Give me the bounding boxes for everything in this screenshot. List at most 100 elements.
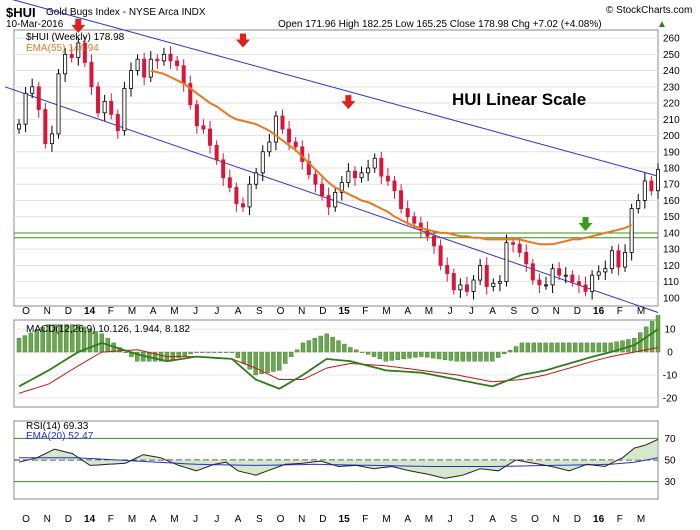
candle-body [438, 245, 443, 266]
candle-body [115, 114, 120, 132]
chart-date: 10-Mar-2016 [6, 19, 64, 30]
macd-tick-label: 0 [667, 348, 673, 359]
price-tick-label: 240 [663, 66, 680, 77]
macd-histogram-bar [365, 351, 371, 355]
candle-body [590, 274, 595, 292]
macd-histogram-bar [531, 342, 536, 353]
candle-body [102, 101, 107, 114]
candle-body [616, 250, 621, 268]
x-axis-label-top: F [362, 306, 368, 317]
macd-histogram-bar [70, 324, 75, 353]
channel-lower-line [4, 86, 659, 313]
candle-body [36, 86, 41, 110]
candle-body [544, 284, 549, 287]
candle-body [352, 170, 357, 179]
candle-body [524, 252, 529, 265]
macd-histogram-bar [241, 351, 247, 364]
macd-histogram-bar [217, 351, 223, 353]
x-axis-label-bottom: 16 [593, 514, 605, 525]
rsi-tick-label: 50 [664, 456, 676, 467]
macd-histogram-bar [93, 331, 99, 353]
macd-histogram-bar [170, 351, 176, 360]
ema55-legend: EMA(55) 144.94 [26, 43, 99, 54]
macd-histogram-bar [182, 351, 187, 356]
candle-body [497, 281, 502, 284]
macd-histogram-bar [28, 332, 34, 353]
candle-body [293, 141, 298, 148]
macd-histogram-bar [318, 335, 323, 353]
chart-name: Gold Bugs Index - NYSE Arca INDX [46, 7, 206, 18]
candle-body [563, 274, 568, 277]
macd-histogram-bar [655, 315, 661, 353]
price-tick-label: 160 [663, 196, 680, 207]
macd-histogram-bar [454, 351, 460, 362]
x-axis-label-top: D [319, 306, 326, 317]
macd-histogram-bar [389, 351, 394, 361]
macd-histogram-bar [442, 351, 448, 360]
candle-body [63, 53, 68, 75]
x-axis-label-bottom: N [44, 514, 51, 525]
candle-body [201, 125, 206, 130]
candle-body [366, 167, 371, 174]
candle-body [458, 284, 463, 291]
macd-histogram-bar [419, 351, 424, 357]
macd-tick-label: 10 [664, 325, 676, 336]
macd-histogram-bar [34, 329, 39, 353]
candle-body [135, 58, 140, 71]
macd-histogram-bar [466, 351, 471, 362]
x-axis-label-top: M [637, 306, 645, 317]
macd-histogram-bar [377, 351, 383, 360]
macd-histogram-bar [259, 351, 264, 375]
candle-body [451, 273, 456, 291]
price-tick-label: 120 [663, 261, 680, 272]
macd-histogram-bar [537, 342, 542, 353]
macd-histogram-bar [602, 342, 607, 353]
macd-histogram-bar [501, 351, 507, 355]
x-axis-label-top: F [108, 306, 114, 317]
price-tick-label: 200 [663, 131, 680, 142]
macd-histogram-bar [306, 340, 312, 353]
macd-histogram-bar [584, 342, 590, 353]
rsi-tick-label: 70 [664, 434, 676, 445]
candle-body [550, 268, 555, 286]
x-axis-label-top: 16 [593, 306, 605, 317]
candle-body [504, 242, 509, 283]
macd-histogram-bar [336, 340, 341, 353]
chart-ticker: $HUI [6, 5, 36, 20]
x-axis-label-top: O [531, 306, 539, 317]
x-axis-label-bottom: O [277, 514, 285, 525]
macd-histogram-bar [567, 342, 572, 353]
macd-histogram-bar [206, 351, 211, 353]
price-tick-label: 130 [663, 245, 680, 256]
macd-histogram-bar [40, 327, 45, 353]
macd-line [18, 328, 659, 390]
macd-histogram-bar [401, 351, 406, 360]
candle-body [392, 180, 397, 192]
candle-body [656, 169, 661, 192]
macd-histogram-bar [543, 342, 548, 353]
x-axis-label-bottom: A [489, 514, 496, 525]
candle-body [432, 235, 437, 247]
macd-histogram-bar [58, 324, 63, 353]
x-axis-label-top: J [214, 306, 219, 317]
ohlc-summary: Open 171.96 High 182.25 Low 165.25 Close… [278, 19, 602, 30]
macd-histogram-bar [507, 350, 513, 353]
x-axis-label-top: J [193, 306, 198, 317]
macd-histogram-bar [87, 328, 93, 353]
macd-histogram-bar [572, 342, 578, 353]
x-axis-label-bottom: M [425, 514, 433, 525]
candle-body [333, 191, 338, 208]
candle-body [405, 208, 410, 218]
x-axis-label-bottom: O [22, 514, 30, 525]
x-axis-label-top: S [256, 306, 263, 317]
macd-tick-label: -20 [663, 393, 678, 404]
green-down-arrow-icon [578, 216, 593, 231]
x-axis-label-top: N [298, 306, 305, 317]
price-tick-label: 110 [663, 277, 679, 288]
x-axis-label-bottom: S [510, 514, 517, 525]
price-panel: 100 110 120 130 140 150 160 170 180 190 200 210 220 2… [4, 0, 680, 313]
candle-body [23, 92, 28, 125]
macd-histogram-bar [16, 338, 22, 353]
x-axis-label-bottom: J [214, 514, 219, 525]
x-axis-label-bottom: J [448, 514, 453, 525]
